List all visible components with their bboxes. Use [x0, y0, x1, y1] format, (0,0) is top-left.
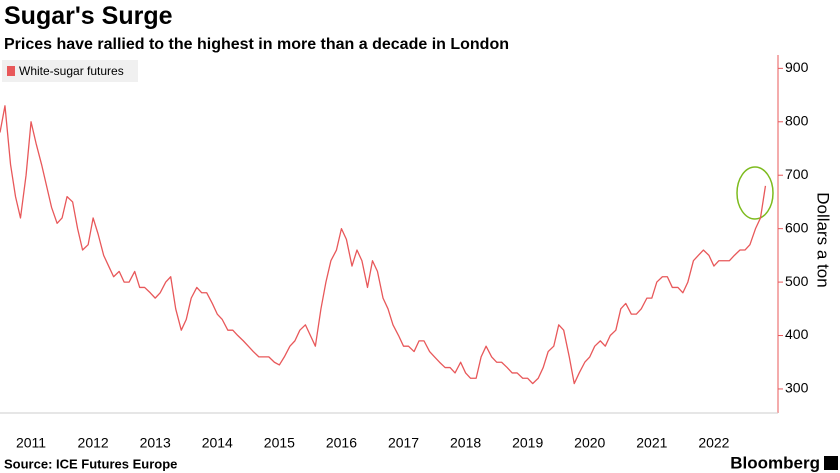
x-tick-label: 2016 [326, 435, 357, 451]
y-tick-label: 900 [785, 59, 809, 75]
x-tick-label: 2011 [16, 435, 46, 451]
y-tick-label: 300 [785, 380, 809, 396]
y-axis-label: Dollars a ton [814, 192, 833, 287]
legend-swatch [7, 66, 15, 76]
y-tick-label: 500 [785, 273, 809, 289]
highlight-circle [736, 166, 774, 220]
legend: White-sugar futures [2, 60, 138, 82]
price-line [0, 105, 767, 385]
y-tick-label: 800 [785, 112, 809, 128]
legend-background [2, 60, 138, 82]
legend-label: White-sugar futures [19, 64, 124, 78]
x-tick-label: 2020 [574, 435, 605, 451]
y-tick-label: 700 [785, 166, 809, 182]
source-note: Source: ICE Futures Europe [4, 456, 177, 471]
chart-title: Sugar's Surge [4, 2, 173, 30]
x-tick-label: 2017 [388, 435, 419, 451]
x-tick-label: 2014 [202, 435, 233, 451]
brand: Bloomberg [730, 453, 820, 472]
x-tick-label: 2022 [698, 435, 729, 451]
y-tick-label: 400 [785, 326, 809, 342]
y-tick-label: 600 [785, 219, 809, 235]
x-tick-label: 2012 [78, 435, 109, 451]
x-tick-label: 2019 [512, 435, 543, 451]
x-tick-label: 2013 [140, 435, 171, 451]
x-tick-label: 2021 [636, 435, 667, 451]
x-tick-label: 2018 [450, 435, 481, 451]
x-tick-label: 2015 [264, 435, 295, 451]
brand-logo [824, 456, 838, 470]
chart-subtitle: Prices have rallied to the highest in mo… [4, 36, 509, 53]
